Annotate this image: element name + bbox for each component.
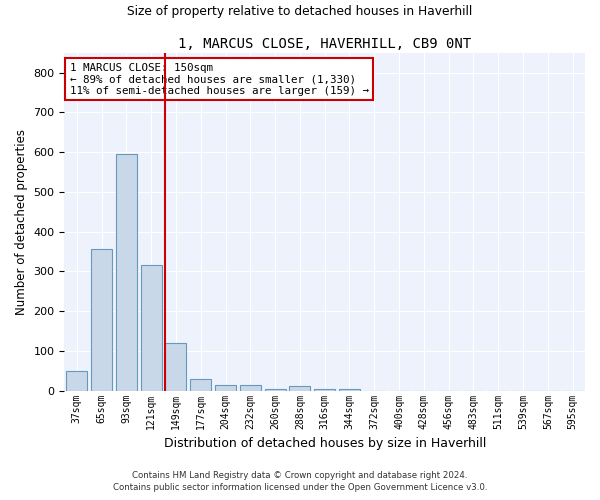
Bar [166,343,187,390]
Text: 1 MARCUS CLOSE: 150sqm
← 89% of detached houses are smaller (1,330)
11% of semi-: 1 MARCUS CLOSE: 150sqm ← 89% of detached… [70,63,368,96]
Bar [91,250,112,390]
X-axis label: Distribution of detached houses by size in Haverhill: Distribution of detached houses by size … [164,437,486,450]
Bar [66,371,88,390]
Bar [289,386,310,390]
Bar [140,266,162,390]
Bar [116,154,137,390]
Bar [190,378,211,390]
Bar [240,384,261,390]
Bar [215,384,236,390]
Bar [265,388,286,390]
Bar [339,388,360,390]
Text: Size of property relative to detached houses in Haverhill: Size of property relative to detached ho… [127,4,473,18]
Text: Contains HM Land Registry data © Crown copyright and database right 2024.
Contai: Contains HM Land Registry data © Crown c… [113,471,487,492]
Title: 1, MARCUS CLOSE, HAVERHILL, CB9 0NT: 1, MARCUS CLOSE, HAVERHILL, CB9 0NT [178,38,471,52]
Y-axis label: Number of detached properties: Number of detached properties [15,128,28,314]
Bar [314,388,335,390]
